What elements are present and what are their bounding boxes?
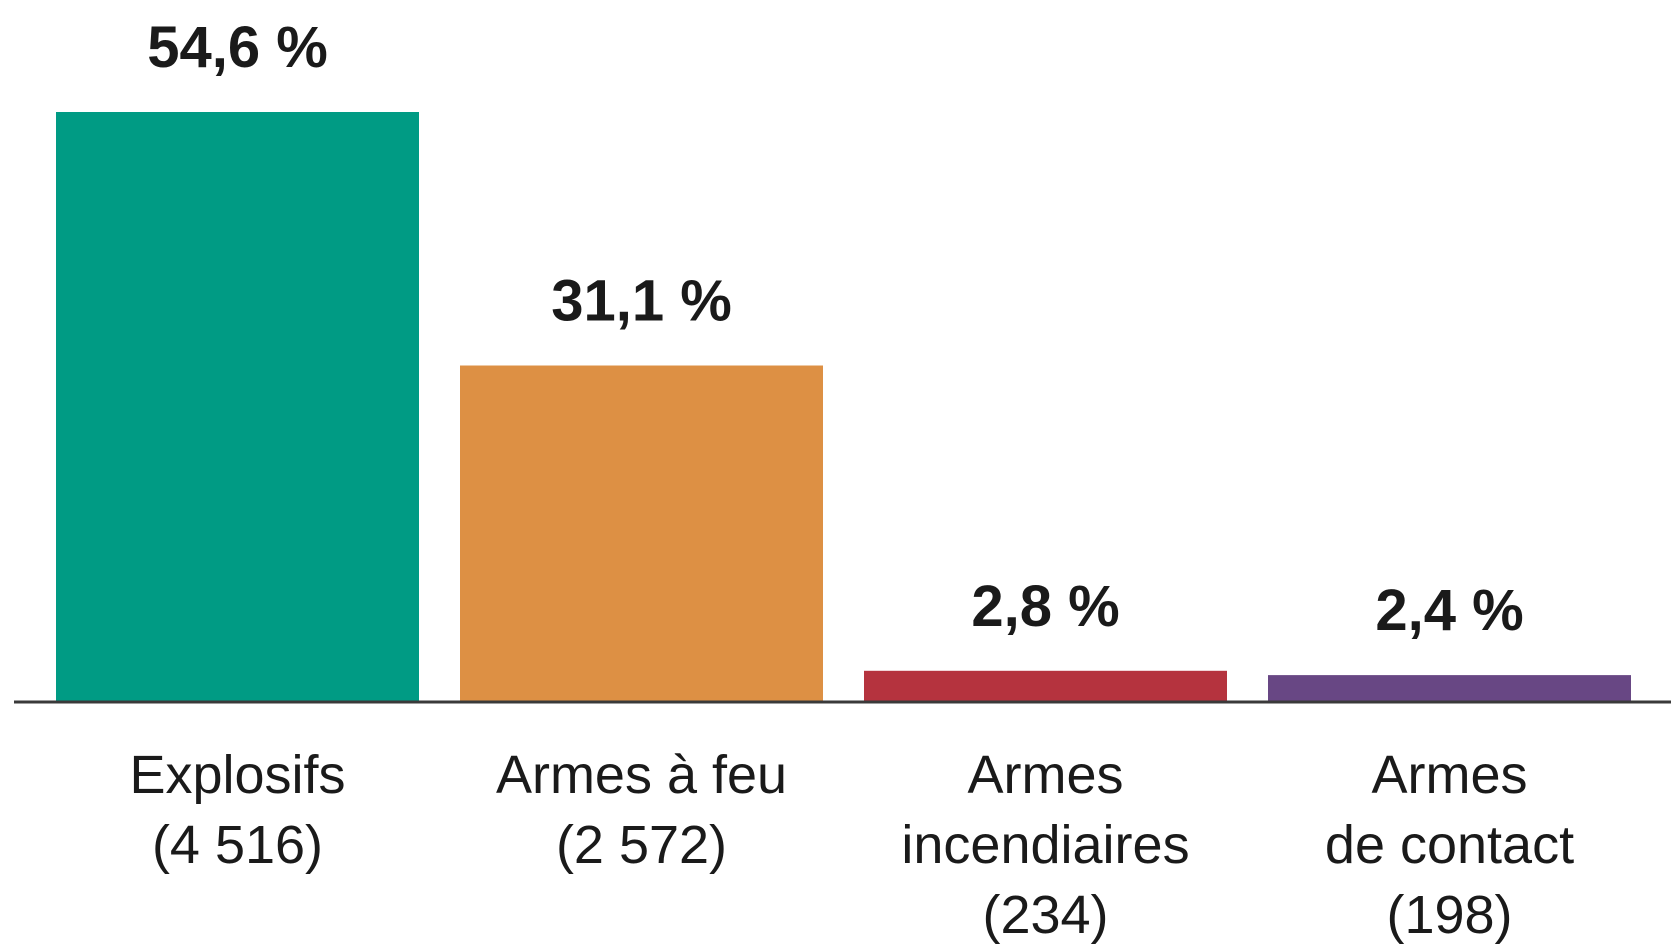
- bar: [56, 112, 419, 701]
- category-label: (2 572): [556, 815, 727, 875]
- category-label: Explosifs: [129, 745, 345, 805]
- bar: [864, 670, 1227, 701]
- category-label: (234): [982, 885, 1108, 945]
- category-label: Armes: [967, 745, 1123, 805]
- bar: [1268, 675, 1631, 701]
- bar: [460, 365, 823, 701]
- data-label: 54,6 %: [147, 15, 328, 80]
- data-label: 2,8 %: [971, 574, 1119, 639]
- data-label: 31,1 %: [551, 269, 732, 334]
- category-label: de contact: [1325, 815, 1574, 875]
- category-label: incendiaires: [901, 815, 1189, 875]
- category-label: Armes: [1371, 745, 1527, 805]
- category-label: Armes à feu: [496, 745, 787, 805]
- category-label: (4 516): [152, 815, 323, 875]
- data-label: 2,4 %: [1375, 578, 1523, 643]
- category-label: (198): [1386, 885, 1512, 945]
